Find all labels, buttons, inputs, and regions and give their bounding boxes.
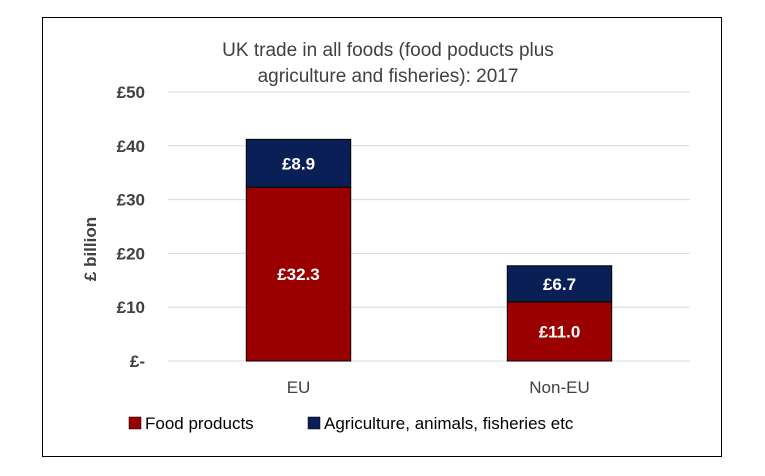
data-label: £11.0 [539,322,581,341]
chart: UK trade in all foods (food poducts plus… [81,40,690,433]
y-tick-label: £50 [117,83,145,102]
legend-swatch [128,416,142,430]
x-category-label: Non-EU [529,378,589,397]
x-category-labels: EU Non-EU [287,378,590,397]
y-tick-labels: £- £10 £20 £30 £40 £50 [117,83,145,371]
y-axis-label: £ billion [81,217,100,281]
data-label: £32.3 [277,265,320,284]
x-category-label: EU [287,378,311,397]
bar-segment [245,138,352,188]
bars: £32.3 £8.9 £11.0 £6.7 [245,138,613,362]
data-label: £8.9 [282,154,315,173]
bar-segment [506,265,613,303]
y-tick-label: £10 [117,298,145,317]
y-tick-label: £20 [117,244,145,263]
y-tick-label: £40 [117,137,145,156]
chart-title: UK trade in all foods (food poducts plus… [222,40,554,87]
bar-segment [506,301,613,362]
legend: Food products Agriculture, animals, fishe… [128,414,574,433]
legend-swatch [307,416,321,430]
data-label: £6.7 [543,275,576,294]
chart-title-line-1: UK trade in all foods (food poducts plus [222,40,554,61]
y-tick-label: £- [130,352,145,371]
legend-label: Agriculture, animals, fisheries etc [324,414,574,433]
y-tick-label: £30 [117,191,145,210]
chart-frame: UK trade in all foods (food poducts plus… [42,17,722,457]
bar-segment [245,186,352,362]
chart-title-line-2: agriculture and fisheries): 2017 [258,66,519,87]
legend-label: Food products [145,414,254,433]
